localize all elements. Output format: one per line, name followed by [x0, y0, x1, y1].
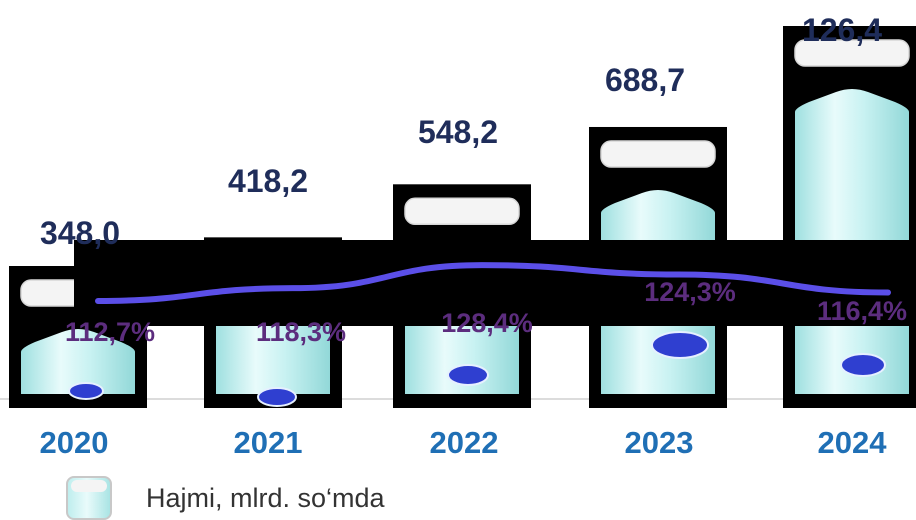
category-label-2024: 2024	[818, 425, 888, 460]
percent-label-2021: 118,3%	[256, 317, 346, 347]
category-label-2023: 2023	[625, 425, 694, 460]
legend-swatch-icon	[66, 476, 112, 520]
line-marker-2022	[447, 364, 489, 386]
line-marker-2020	[68, 382, 104, 400]
percent-label-2020: 112,7%	[65, 317, 155, 347]
legend: Hajmi, mlrd. so‘mda	[66, 476, 385, 520]
value-label-2020: 348,0	[40, 215, 120, 251]
bar-2024	[783, 26, 916, 408]
trend-line	[95, 262, 891, 304]
line-marker-2021	[257, 387, 297, 407]
category-label-2020: 2020	[40, 425, 109, 460]
legend-label: Hajmi, mlrd. so‘mda	[146, 482, 385, 513]
line-marker-2024	[840, 353, 886, 377]
value-label-2022: 548,2	[418, 114, 498, 150]
percent-label-2023: 124,3%	[644, 277, 736, 307]
value-label-2023: 688,7	[605, 62, 685, 98]
line-marker-2023	[651, 331, 709, 359]
category-label-2022: 2022	[430, 425, 499, 460]
category-label-2021: 2021	[234, 425, 303, 460]
value-label-2021: 418,2	[228, 163, 308, 199]
value-label-2024: 126,4	[802, 12, 882, 48]
percent-label-2022: 128,4%	[441, 308, 533, 338]
percent-label-2024: 116,4%	[817, 296, 907, 326]
